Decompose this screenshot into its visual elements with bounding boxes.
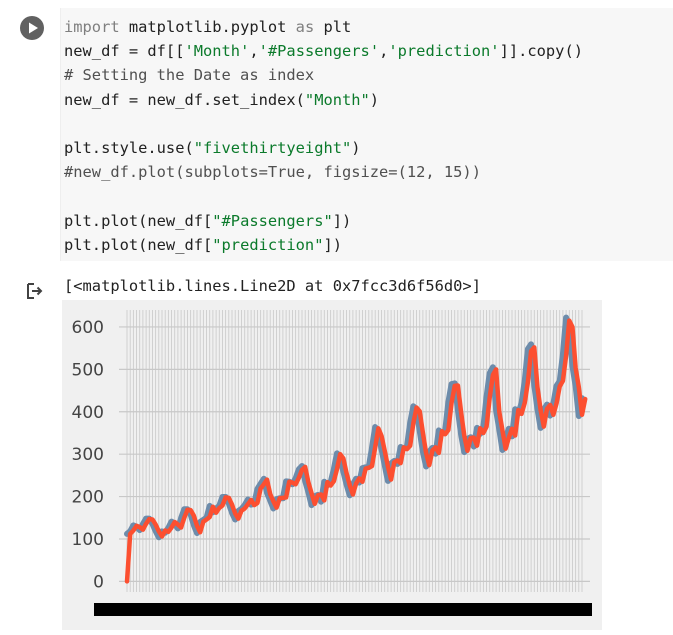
code-token: ]].copy() <box>499 42 583 61</box>
code-token: import <box>64 18 120 36</box>
code-token: '#Passengers' <box>258 42 380 61</box>
y-tick-label: 300 <box>72 445 104 465</box>
code-token: "prediction" <box>212 235 324 254</box>
code-token: as <box>295 18 315 36</box>
code-token: "Month" <box>304 90 370 109</box>
y-tick-label: 0 <box>93 572 104 592</box>
code-token: ]) <box>332 211 352 230</box>
code-token: ) <box>351 138 361 157</box>
code-line: new_df = new_df.set_index("Month") <box>64 88 583 112</box>
output-arrow-icon <box>27 283 43 299</box>
code-token: plt <box>314 18 352 36</box>
code-line: #new_df.plot(subplots=True, figsize=(12,… <box>64 160 583 184</box>
code-token: "#Passengers" <box>212 211 333 230</box>
code-token: # Setting the Date as index <box>64 66 315 85</box>
y-tick-label: 400 <box>72 403 104 423</box>
series-line-prediction <box>124 318 588 584</box>
output-repr-text: [<matplotlib.lines.Line2D at 0x7fcc3d6f5… <box>64 277 481 295</box>
y-tick-labels: 0 100 200 300 400 500 600 <box>72 318 104 592</box>
x-tick-labels-overlap <box>94 603 592 616</box>
y-tick-label: 100 <box>72 530 104 550</box>
vertical-gridlines <box>126 310 583 592</box>
series-lines <box>124 314 588 584</box>
code-token: new_df = new_df.set_index( <box>64 90 305 109</box>
play-icon <box>29 22 38 34</box>
x-tick-label-band <box>94 603 592 616</box>
line-chart: 0 100 200 300 400 500 600 <box>62 300 602 630</box>
code-line <box>64 184 583 208</box>
code-token: new_df = df[[ <box>64 42 185 61</box>
code-editor[interactable]: import matplotlib.pyplot as plt new_df = … <box>64 15 583 257</box>
code-token: plt.style.use( <box>64 138 194 157</box>
bottom-strip <box>0 630 673 635</box>
code-cell[interactable] <box>60 8 673 261</box>
y-tick-label: 500 <box>72 360 104 380</box>
code-token: #new_df.plot(subplots=True, figsize=(12,… <box>64 163 481 182</box>
code-token: ]) <box>323 235 343 254</box>
horizontal-gridlines <box>119 326 590 582</box>
code-token: matplotlib.pyplot <box>119 18 296 36</box>
code-token: 'prediction' <box>388 42 500 61</box>
code-line: plt.style.use("fivethirtyeight") <box>64 136 583 160</box>
code-token: plt.plot(new_df[ <box>64 211 213 230</box>
code-token: plt.plot(new_df[ <box>64 235 213 254</box>
y-tick-label: 200 <box>72 488 104 508</box>
code-token: 'Month' <box>184 42 250 61</box>
code-line: import matplotlib.pyplot as plt <box>64 15 583 39</box>
code-token: , <box>249 42 259 61</box>
y-tick-label: 600 <box>72 318 104 338</box>
code-line: # Setting the Date as index <box>64 63 583 87</box>
top-strip <box>0 0 673 5</box>
code-line: new_df = df[['Month','#Passengers','pred… <box>64 39 583 63</box>
code-token: ) <box>369 90 380 109</box>
code-line <box>64 112 583 136</box>
code-line: plt.plot(new_df["prediction"]) <box>64 233 583 257</box>
code-line: plt.plot(new_df["#Passengers"]) <box>64 209 583 233</box>
code-token: , <box>379 42 389 61</box>
code-token: "fivethirtyeight" <box>193 138 352 157</box>
run-cell-button[interactable] <box>20 16 44 40</box>
